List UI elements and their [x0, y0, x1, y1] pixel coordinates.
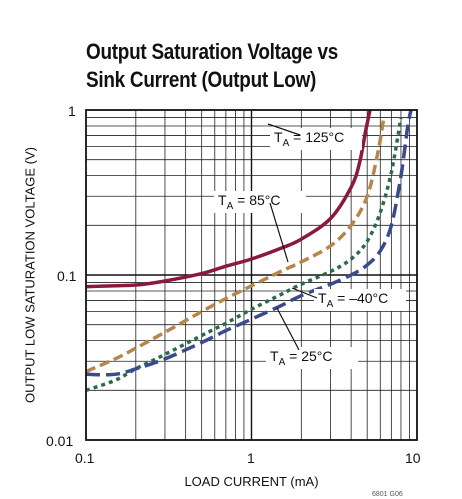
series-line-1 [85, 117, 386, 374]
x-tick-label-10: 10 [405, 450, 421, 466]
chart-grid [86, 110, 417, 440]
series-leader-0 [267, 123, 301, 136]
series-label-bg-0 [270, 128, 362, 150]
chart-series-labels: TA = 125°C TA = 85°C TA = 25°C TA = –40°C [214, 123, 406, 369]
series-line-3 [85, 109, 413, 377]
series-label-3: TA = –40°C [318, 290, 388, 310]
x-axis-label: LOAD CURRENT (mA) [184, 474, 319, 489]
series-label-1: TA = 85°C [218, 192, 280, 212]
series-label-bg-3 [314, 289, 406, 311]
series-line-2 [85, 117, 403, 392]
chart-title-line-2: Sink Current (Output Low) [86, 67, 317, 92]
chart-series-group [85, 109, 413, 392]
y-tick-label-1: 1 [68, 103, 76, 119]
figure-code: 6801 G06 [372, 491, 403, 498]
y-tick-label-0.1: 0.1 [57, 268, 77, 284]
series-label-0: TA = 125°C [274, 129, 344, 149]
series-label-bg-1 [214, 191, 306, 213]
series-label-2: TA = 25°C [270, 348, 332, 368]
series-label-bg-2 [266, 347, 358, 369]
chart-title: Output Saturation Voltage vs Sink Curren… [86, 38, 404, 94]
plot-frame [85, 109, 418, 441]
series-leader-1 [269, 202, 289, 263]
x-tick-label-0.1: 0.1 [75, 450, 95, 466]
series-line-0 [85, 109, 372, 289]
series-leader-3 [291, 287, 318, 299]
series-leader-2 [276, 307, 300, 351]
x-tick-label-1: 1 [247, 450, 255, 466]
chart-title-line-1: Output Saturation Voltage vs [86, 39, 339, 64]
y-tick-label-0.01: 0.01 [46, 433, 74, 449]
